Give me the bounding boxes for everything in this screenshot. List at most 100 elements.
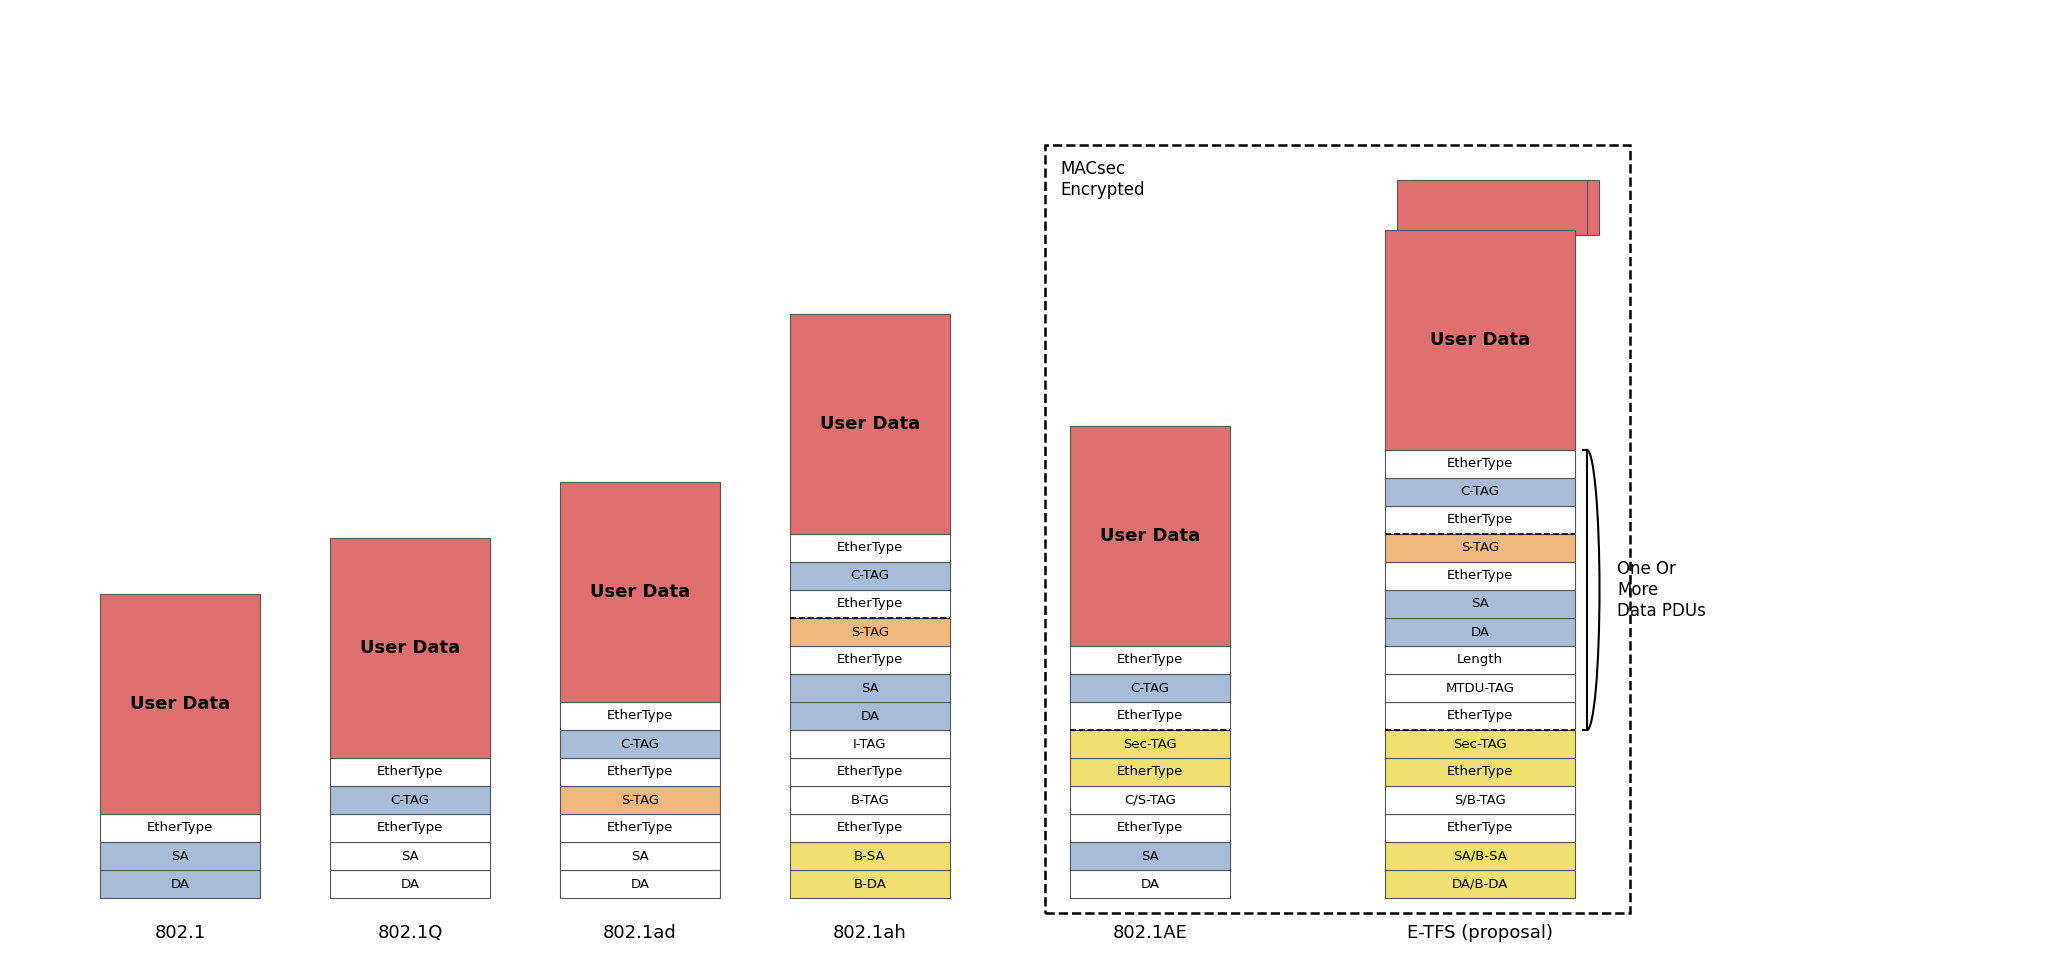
Text: EtherType: EtherType <box>606 766 674 778</box>
Text: User Data: User Data <box>1430 331 1530 349</box>
Bar <box>1044 145 1630 913</box>
Bar <box>1384 674 1575 702</box>
Text: C-TAG: C-TAG <box>391 794 430 806</box>
Bar <box>559 482 721 702</box>
Bar <box>791 590 950 618</box>
Bar <box>1384 478 1575 506</box>
Bar <box>1384 230 1575 450</box>
Bar <box>559 702 721 730</box>
Bar <box>330 842 489 870</box>
Text: S-TAG: S-TAG <box>1460 541 1499 555</box>
Text: User Data: User Data <box>360 639 461 657</box>
Bar <box>330 786 489 814</box>
Text: S/B-TAG: S/B-TAG <box>1454 794 1505 806</box>
Text: One Or
More
Data PDUs: One Or More Data PDUs <box>1618 560 1706 620</box>
Bar <box>1384 646 1575 674</box>
Text: EtherType: EtherType <box>377 822 442 834</box>
Bar <box>559 814 721 842</box>
Bar <box>1384 814 1575 842</box>
Bar <box>1384 618 1575 646</box>
Bar <box>1069 786 1231 814</box>
Text: EtherType: EtherType <box>1446 458 1513 470</box>
Bar <box>1384 702 1575 730</box>
Bar <box>791 842 950 870</box>
Bar <box>791 786 950 814</box>
Text: EtherType: EtherType <box>1446 766 1513 778</box>
Bar <box>1069 702 1231 730</box>
Text: 802.1Q: 802.1Q <box>377 924 442 942</box>
Bar <box>1384 730 1575 758</box>
Text: EtherType: EtherType <box>838 541 903 555</box>
Bar <box>1384 562 1575 590</box>
Bar <box>791 730 950 758</box>
Bar <box>1069 842 1231 870</box>
Bar <box>1397 180 1587 235</box>
Bar <box>1069 426 1231 646</box>
Text: S-TAG: S-TAG <box>621 794 659 806</box>
Text: 802.1AE: 802.1AE <box>1112 924 1188 942</box>
Bar <box>1384 450 1575 478</box>
Text: MACsec
Encrypted: MACsec Encrypted <box>1061 160 1145 198</box>
Text: EtherType: EtherType <box>838 597 903 611</box>
Text: EtherType: EtherType <box>1116 710 1184 722</box>
Text: DA: DA <box>170 878 190 891</box>
Text: EtherType: EtherType <box>838 653 903 667</box>
Bar <box>791 814 950 842</box>
Bar <box>100 870 260 898</box>
Text: B-TAG: B-TAG <box>850 794 889 806</box>
Text: Length: Length <box>1456 653 1503 667</box>
Text: 802.1: 802.1 <box>154 924 205 942</box>
Bar <box>1409 180 1599 235</box>
Text: EtherType: EtherType <box>1446 710 1513 722</box>
Text: 802.1ad: 802.1ad <box>602 924 678 942</box>
Text: SA: SA <box>172 850 188 862</box>
Text: Sec-TAG: Sec-TAG <box>1454 738 1507 750</box>
Bar <box>1384 506 1575 534</box>
Text: User Data: User Data <box>1100 527 1200 545</box>
Bar <box>1069 814 1231 842</box>
Text: E-TFS (proposal): E-TFS (proposal) <box>1407 924 1552 942</box>
Bar <box>1069 646 1231 674</box>
Text: DA/B-DA: DA/B-DA <box>1452 878 1507 891</box>
Bar <box>330 870 489 898</box>
Text: EtherType: EtherType <box>838 766 903 778</box>
Bar <box>330 538 489 758</box>
Text: B-SA: B-SA <box>854 850 887 862</box>
Text: I-TAG: I-TAG <box>854 738 887 750</box>
Text: MTDU-TAG: MTDU-TAG <box>1446 681 1516 694</box>
Bar <box>791 870 950 898</box>
Bar <box>791 314 950 534</box>
Bar <box>559 758 721 786</box>
Text: C-TAG: C-TAG <box>1130 681 1169 694</box>
Text: DA: DA <box>1470 625 1489 639</box>
Bar <box>559 870 721 898</box>
Bar <box>1069 870 1231 898</box>
Bar <box>1384 870 1575 898</box>
Text: User Data: User Data <box>129 695 229 713</box>
Bar <box>1069 730 1231 758</box>
Text: EtherType: EtherType <box>1116 766 1184 778</box>
Text: User Data: User Data <box>819 415 920 433</box>
Bar <box>559 730 721 758</box>
Text: DA: DA <box>860 710 879 722</box>
Text: S-TAG: S-TAG <box>850 625 889 639</box>
Text: User Data: User Data <box>590 583 690 601</box>
Text: DA: DA <box>401 878 420 891</box>
Bar <box>100 594 260 814</box>
Text: DA: DA <box>631 878 649 891</box>
Bar <box>791 758 950 786</box>
Bar <box>1384 842 1575 870</box>
Text: C-TAG: C-TAG <box>850 569 889 583</box>
Text: C-TAG: C-TAG <box>1460 486 1499 499</box>
Text: SA: SA <box>860 681 879 694</box>
Text: EtherType: EtherType <box>606 822 674 834</box>
Bar <box>791 534 950 562</box>
Bar <box>791 618 950 646</box>
Bar <box>791 646 950 674</box>
Bar <box>1069 674 1231 702</box>
Bar <box>791 562 950 590</box>
Text: SA: SA <box>1141 850 1159 862</box>
Bar <box>1384 590 1575 618</box>
Text: 802.1ah: 802.1ah <box>834 924 907 942</box>
Text: EtherType: EtherType <box>377 766 442 778</box>
